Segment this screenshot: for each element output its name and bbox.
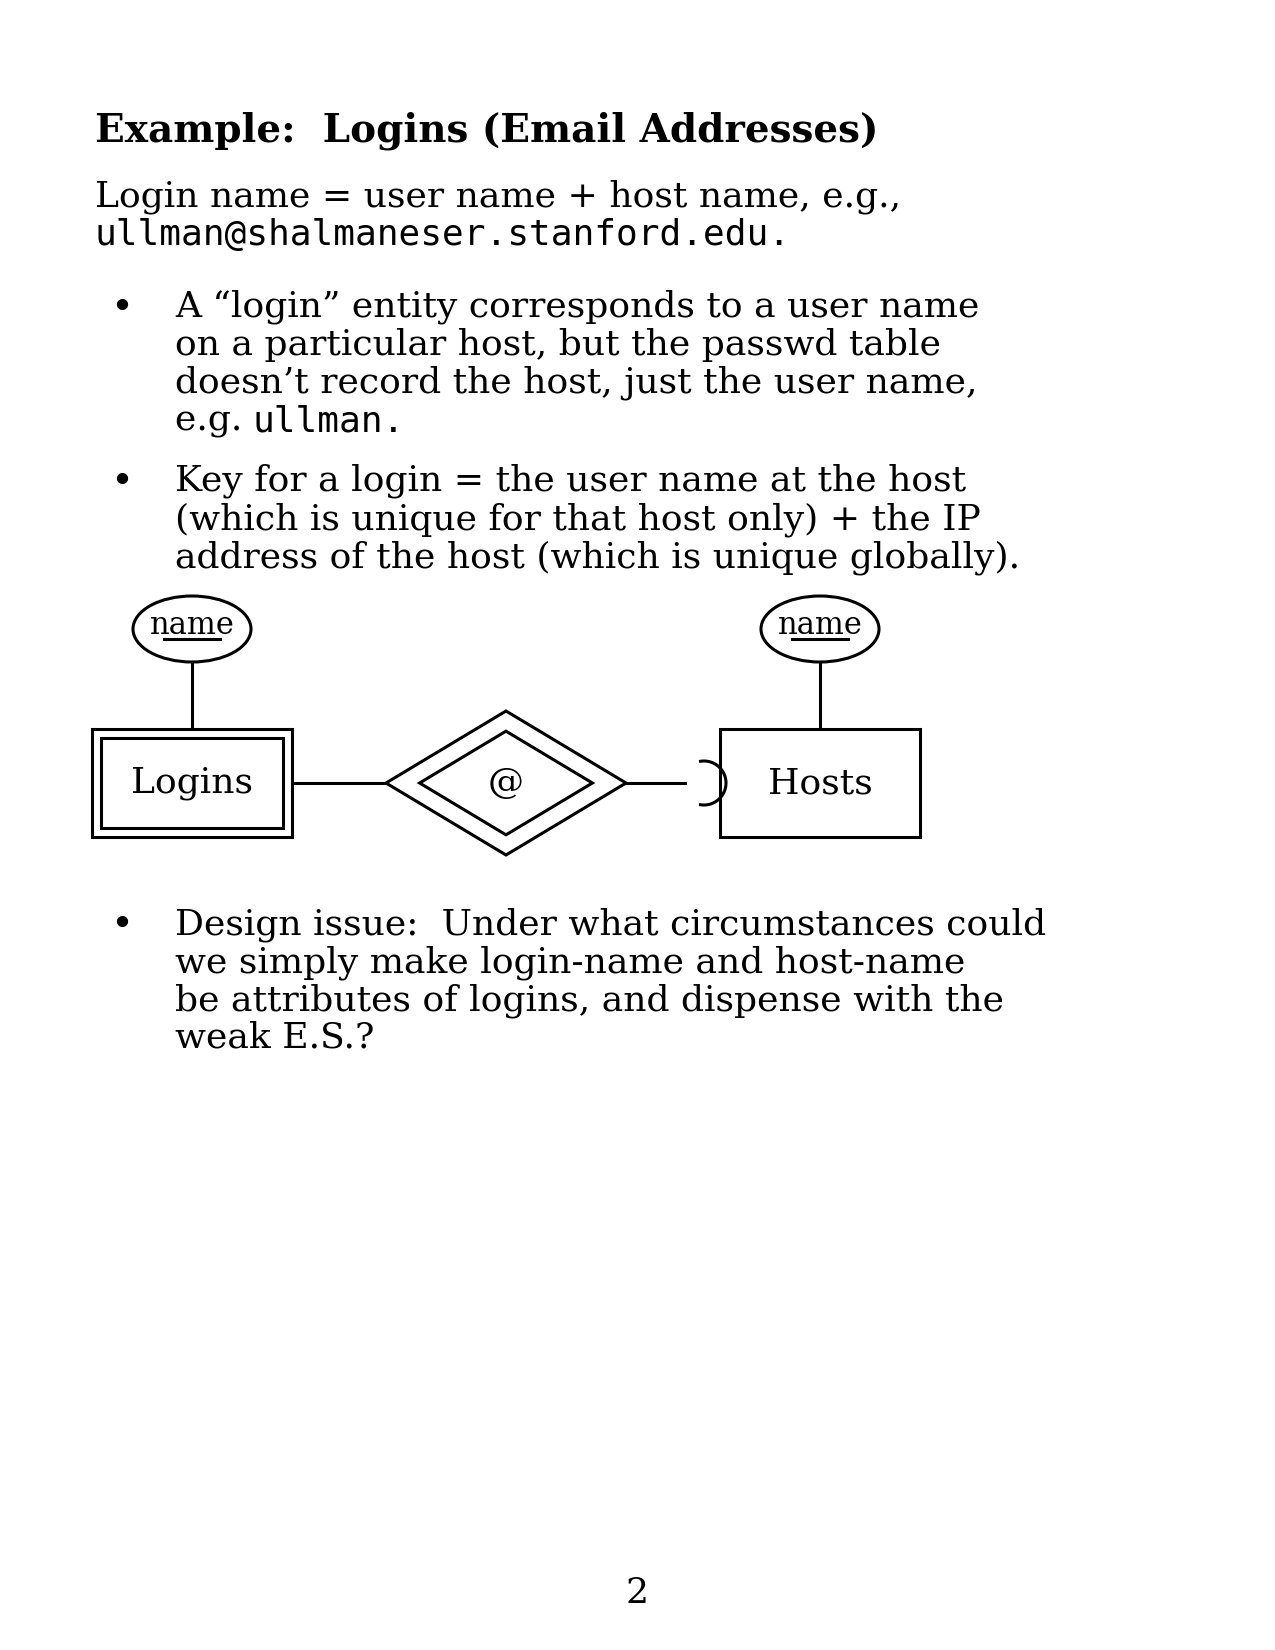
- Text: be attributes of logins, and dispense with the: be attributes of logins, and dispense wi…: [175, 983, 1003, 1018]
- Text: Key for a login = the user name at the host: Key for a login = the user name at the h…: [175, 464, 966, 498]
- Text: e.g.: e.g.: [175, 404, 254, 437]
- Text: we simply make login-name and host-name: we simply make login-name and host-name: [175, 945, 965, 980]
- Text: A “login” entity corresponds to a user name: A “login” entity corresponds to a user n…: [175, 290, 979, 325]
- Text: Login name = user name + host name, e.g.,: Login name = user name + host name, e.g.…: [96, 180, 901, 214]
- Ellipse shape: [761, 596, 878, 662]
- Text: name: name: [778, 609, 862, 640]
- Text: @: @: [488, 766, 524, 800]
- Text: (which is unique for that host only) + the IP: (which is unique for that host only) + t…: [175, 502, 980, 536]
- Text: •: •: [110, 290, 133, 327]
- Text: Hosts: Hosts: [768, 766, 872, 800]
- Text: address of the host (which is unique globally).: address of the host (which is unique glo…: [175, 540, 1020, 574]
- Text: weak E.S.?: weak E.S.?: [175, 1021, 375, 1054]
- Text: Design issue:  Under what circumstances could: Design issue: Under what circumstances c…: [175, 908, 1046, 942]
- Text: Example:  Logins (Email Addresses): Example: Logins (Email Addresses): [96, 112, 878, 150]
- Text: ullman.: ullman.: [252, 404, 405, 437]
- Text: on a particular host, but the passwd table: on a particular host, but the passwd tab…: [175, 328, 941, 361]
- Bar: [720, 729, 921, 837]
- Text: name: name: [149, 609, 235, 640]
- Bar: [101, 738, 283, 828]
- Ellipse shape: [133, 596, 251, 662]
- Text: Logins: Logins: [131, 766, 252, 800]
- Text: ullman@shalmaneser.stanford.edu.: ullman@shalmaneser.stanford.edu.: [96, 218, 790, 252]
- Polygon shape: [386, 711, 626, 855]
- Bar: [92, 729, 292, 837]
- Text: 2: 2: [626, 1576, 649, 1610]
- Text: •: •: [110, 464, 133, 502]
- Polygon shape: [419, 731, 593, 835]
- Text: •: •: [110, 908, 133, 944]
- Text: doesn’t record the host, just the user name,: doesn’t record the host, just the user n…: [175, 366, 978, 401]
